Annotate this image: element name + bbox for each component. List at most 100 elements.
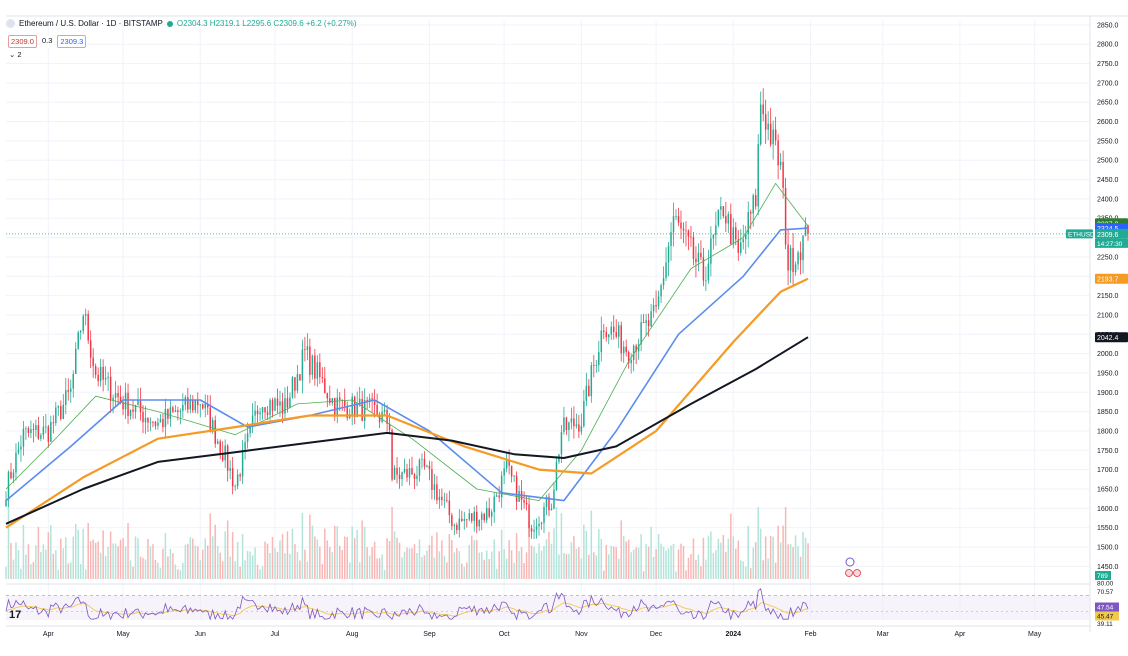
candle xyxy=(593,365,595,367)
candle xyxy=(289,397,291,408)
candle xyxy=(702,257,705,281)
candle xyxy=(30,429,32,434)
volume-bar xyxy=(550,543,553,579)
volume-bar xyxy=(677,549,680,579)
volume-bar xyxy=(199,560,202,579)
y-tick-label: 2700.0 xyxy=(1097,80,1119,87)
volume-bar xyxy=(244,560,246,579)
volume-bar xyxy=(647,546,650,579)
volume-bar xyxy=(87,522,89,579)
volume-bar xyxy=(261,566,264,579)
candle xyxy=(329,398,331,403)
candle xyxy=(794,264,797,273)
y-tick-label: 2800.0 xyxy=(1097,42,1119,49)
candle xyxy=(194,400,197,411)
candle xyxy=(341,399,343,401)
volume-bar xyxy=(127,523,129,579)
volume-bar xyxy=(702,537,705,579)
volume-bar xyxy=(32,562,35,579)
volume-bar xyxy=(538,543,540,579)
volume-bar xyxy=(782,525,784,579)
indicators-toggle[interactable]: ⌄ 2 xyxy=(9,50,22,59)
candle xyxy=(655,305,657,307)
x-tick-label: Feb xyxy=(804,631,816,638)
x-tick-label: Jul xyxy=(271,631,280,638)
candle xyxy=(635,345,637,352)
candle xyxy=(25,428,27,430)
volume-bar xyxy=(236,541,239,579)
volume-bar xyxy=(169,548,172,579)
candle xyxy=(216,441,219,444)
volume-bar xyxy=(767,558,769,579)
volume-bar xyxy=(65,537,67,579)
volume-bar xyxy=(682,545,685,579)
candle xyxy=(356,403,358,418)
ohlc-values: O2304.3 H2319.1 L2295.6 C2309.6 +6.2 (+0… xyxy=(176,19,357,28)
candle xyxy=(114,393,117,398)
rsi-tick-label: 70.57 xyxy=(1097,589,1114,596)
volume-bar xyxy=(700,566,702,579)
tradingview-logo[interactable]: 17 xyxy=(9,609,22,621)
y-tick-label: 1700.0 xyxy=(1097,467,1119,474)
candle xyxy=(670,232,672,246)
candle xyxy=(493,496,495,512)
candle xyxy=(720,206,722,210)
candle xyxy=(259,412,261,415)
candle xyxy=(600,330,603,353)
candle xyxy=(742,239,745,243)
volume-bar xyxy=(149,546,152,579)
candle xyxy=(324,378,326,394)
volume-bar xyxy=(221,561,224,579)
candle xyxy=(169,407,172,419)
candle xyxy=(184,397,187,405)
volume-bar xyxy=(301,512,304,579)
volume-bar xyxy=(615,547,617,579)
candle xyxy=(448,500,451,516)
symbol-title[interactable]: Ethereum / U.S. Dollar · 1D · BITSTAMP xyxy=(19,19,163,28)
volume-bar xyxy=(114,543,117,579)
candle xyxy=(784,187,787,245)
y-tick-label: 2250.0 xyxy=(1097,254,1119,261)
volume-bar xyxy=(533,546,535,579)
sell-button[interactable]: 2309.0 xyxy=(8,35,37,48)
volume-bar xyxy=(281,534,284,579)
candle xyxy=(483,513,485,521)
volume-bar xyxy=(22,524,25,579)
volume-bar xyxy=(480,552,483,579)
candle xyxy=(759,104,762,145)
candle xyxy=(789,248,792,271)
candle xyxy=(149,421,152,423)
candle xyxy=(45,426,47,428)
volume-bar xyxy=(35,545,37,579)
candle xyxy=(79,330,82,333)
candle xyxy=(60,406,62,419)
volume-bar xyxy=(652,556,655,579)
candle xyxy=(578,424,580,432)
candle xyxy=(416,475,418,479)
buy-button[interactable]: 2309.3 xyxy=(57,35,87,48)
candle xyxy=(647,320,650,327)
volume-bar xyxy=(30,564,32,579)
candle xyxy=(274,398,276,411)
spread-value: 0.3 xyxy=(39,35,55,48)
y-tick-label: 2150.0 xyxy=(1097,293,1119,300)
candle xyxy=(630,360,632,364)
volume-bar xyxy=(336,526,339,579)
candle xyxy=(331,398,334,403)
volume-bar xyxy=(692,538,695,579)
volume-bar xyxy=(351,526,353,579)
volume-bar xyxy=(5,566,7,579)
candle xyxy=(433,484,436,490)
volume-label-bg xyxy=(1095,571,1111,580)
volume-bar xyxy=(179,570,182,579)
candle xyxy=(82,315,84,331)
candle xyxy=(182,404,184,411)
volume-bar xyxy=(625,541,627,579)
volume-bar xyxy=(453,552,456,579)
volume-bar xyxy=(722,534,725,579)
candle xyxy=(570,418,573,423)
volume-bar xyxy=(759,528,762,579)
volume-bar xyxy=(740,560,742,579)
candle xyxy=(147,417,149,423)
